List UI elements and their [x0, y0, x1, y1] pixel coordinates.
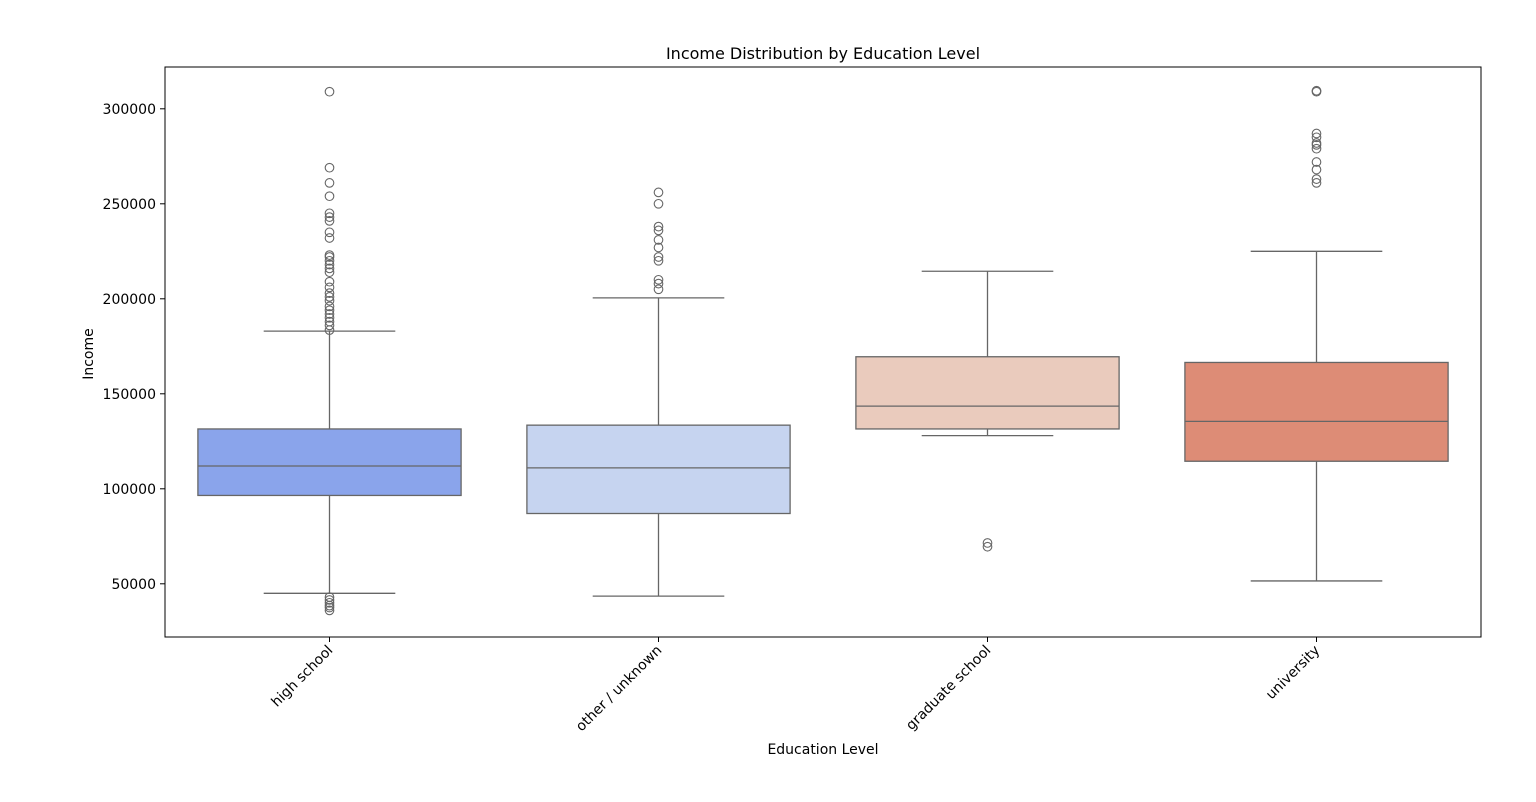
- outlier-point: [653, 242, 664, 253]
- outlier-point: [653, 274, 664, 285]
- outlier-point: [653, 284, 664, 295]
- outlier-point: [324, 301, 335, 312]
- outlier-point: [324, 263, 335, 274]
- outlier-point: [324, 295, 335, 306]
- outlier-point: [1311, 85, 1322, 96]
- outlier-point: [982, 541, 993, 552]
- box-group-1: [526, 187, 791, 597]
- y-tick-label: 200000: [103, 292, 156, 308]
- chart-title: Income Distribution by Education Level: [666, 44, 980, 63]
- outlier-point: [324, 309, 335, 319]
- outlier-point: [324, 162, 335, 173]
- outlier-point: [324, 288, 335, 298]
- outlier-point: [653, 225, 664, 236]
- outlier-point: [324, 250, 335, 260]
- outlier-point: [324, 178, 335, 188]
- x-axis-label: Education Level: [767, 742, 878, 758]
- outlier-point: [324, 316, 335, 327]
- outlier-point: [1311, 178, 1322, 188]
- y-tick-label: 250000: [103, 197, 156, 213]
- outlier-point: [324, 312, 335, 323]
- outlier-point: [982, 538, 993, 548]
- outlier-point: [1311, 164, 1322, 175]
- iqr-box: [855, 356, 1120, 430]
- y-tick-label: 300000: [103, 102, 156, 118]
- box-group-3: [1184, 85, 1449, 582]
- box-group-2: [855, 270, 1120, 552]
- outlier-point: [324, 208, 335, 219]
- y-tick-label: 50000: [111, 577, 156, 593]
- outlier-point: [1311, 174, 1322, 184]
- outlier-point: [324, 267, 335, 278]
- outlier-point: [1311, 143, 1322, 154]
- outlier-point: [324, 597, 335, 608]
- outlier-point: [324, 592, 335, 602]
- outlier-point: [324, 259, 335, 270]
- outlier-point: [653, 187, 664, 198]
- outlier-point: [324, 227, 335, 238]
- outlier-point: [653, 252, 664, 262]
- box-group-0: [197, 86, 462, 616]
- outlier-point: [324, 282, 335, 293]
- outlier-point: [324, 212, 335, 222]
- outlier-point: [324, 233, 335, 243]
- outlier-point: [653, 255, 664, 266]
- outlier-point: [324, 305, 335, 316]
- outlier-point: [324, 191, 335, 202]
- y-axis-ticks: 50000 100000 150000 200000 250000 300000: [103, 102, 165, 593]
- outlier-point: [653, 221, 664, 232]
- y-axis-label: Income: [81, 328, 97, 380]
- outlier-point: [1311, 157, 1322, 167]
- iqr-box: [1184, 361, 1449, 462]
- outlier-point: [324, 255, 335, 266]
- outlier-point: [1311, 138, 1322, 148]
- outlier-point: [1311, 132, 1322, 143]
- outlier-point: [324, 605, 335, 616]
- iqr-box: [197, 428, 462, 497]
- outlier-point: [1311, 128, 1322, 139]
- outlier-point: [324, 595, 335, 605]
- outlier-point: [324, 320, 335, 331]
- outlier-point: [324, 276, 335, 287]
- outlier-point: [653, 278, 664, 289]
- outlier-point: [324, 292, 335, 302]
- y-tick-label: 150000: [103, 387, 156, 403]
- outlier-point: [324, 86, 335, 97]
- boxes-layer: [197, 85, 1449, 616]
- outlier-point: [324, 216, 335, 226]
- iqr-box: [526, 424, 791, 515]
- plot-frame: [164, 66, 1482, 638]
- y-tick-label: 100000: [103, 482, 156, 498]
- outlier-point: [653, 235, 664, 245]
- outlier-point: [653, 198, 664, 209]
